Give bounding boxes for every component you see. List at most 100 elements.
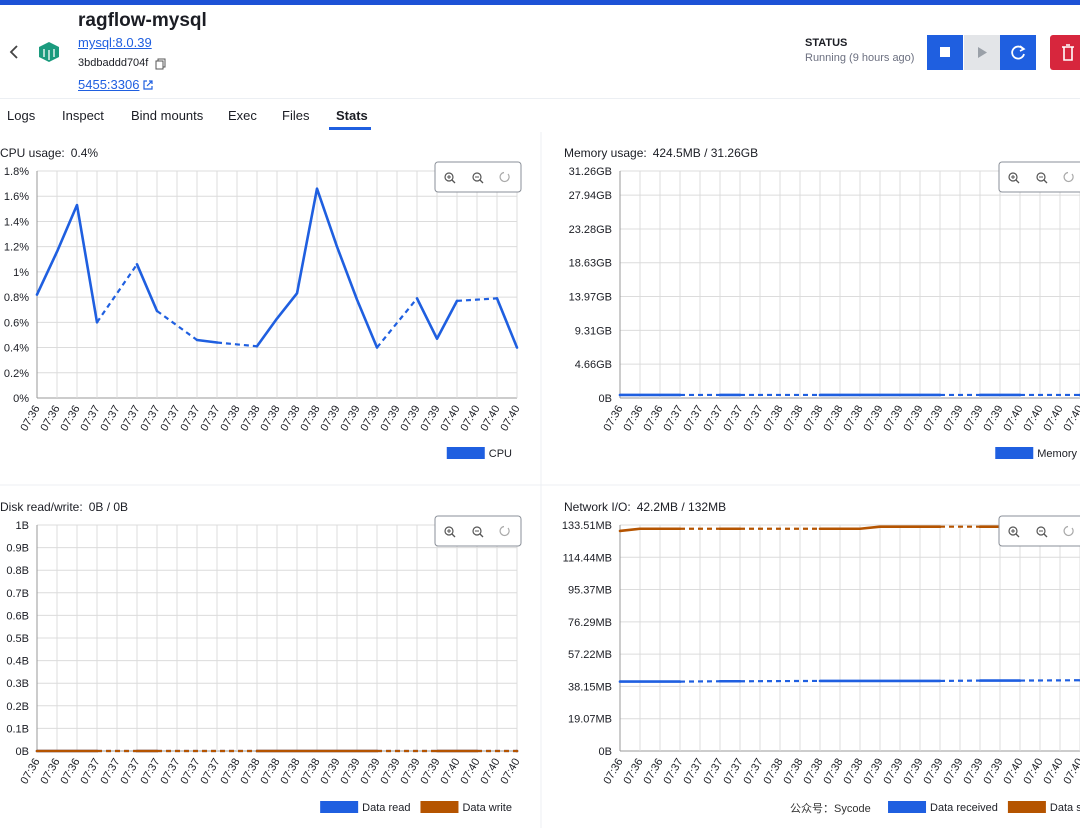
y-tick-label: 0.6B [6, 610, 29, 622]
x-tick-label: 07:37 [78, 757, 102, 787]
x-tick-label: 07:38 [821, 757, 845, 787]
tab[interactable]: Stats [336, 108, 368, 123]
x-tick-label: 07:38 [298, 404, 322, 434]
top-bar [0, 0, 1080, 5]
zoom-out-button[interactable] [472, 172, 484, 184]
delete-button[interactable] [1050, 35, 1080, 70]
chart-current-value: 0.4% [71, 146, 99, 160]
zoom-in-button[interactable] [444, 172, 456, 184]
x-tick-label: 07:40 [1061, 404, 1080, 434]
active-tab-indicator [329, 127, 371, 130]
y-tick-label: 38.15MB [568, 681, 612, 693]
reset-zoom-button[interactable] [1063, 171, 1074, 183]
icon [479, 179, 484, 184]
x-tick-label: 07:39 [398, 404, 422, 434]
gap-connector [96, 263, 138, 323]
icon [499, 525, 510, 537]
y-tick-label: 0.1B [6, 723, 29, 735]
x-tick-label: 07:39 [398, 757, 422, 787]
x-tick-label: 07:39 [861, 757, 885, 787]
zoom-in-button[interactable] [444, 526, 456, 538]
tab[interactable]: Exec [228, 108, 257, 123]
icon [444, 172, 454, 182]
icon [1043, 179, 1048, 184]
legend-label: Data received [930, 802, 998, 814]
image-link[interactable]: mysql:8.0.39 [78, 35, 152, 50]
icon [1063, 525, 1074, 537]
y-tick-label: 1.4% [4, 216, 29, 228]
series-line [195, 338, 219, 344]
y-tick-label: 1.6% [4, 191, 29, 203]
container-icon [39, 42, 59, 62]
port-link[interactable]: 5455:3306 [78, 77, 140, 92]
series-line [618, 527, 682, 533]
x-tick-label: 07:40 [498, 757, 522, 787]
x-tick-label: 07:36 [621, 404, 645, 434]
chart-current-value: 0B / 0B [89, 500, 128, 514]
restart-button[interactable] [1000, 35, 1036, 70]
zoom-out-button[interactable] [1036, 526, 1048, 538]
x-tick-label: 07:40 [1041, 404, 1065, 434]
x-tick-label: 07:36 [38, 757, 62, 787]
tab[interactable]: Inspect [62, 108, 104, 123]
x-tick-label: 07:39 [961, 404, 985, 434]
x-tick-label: 07:39 [318, 404, 342, 434]
zoom-out-button[interactable] [472, 526, 484, 538]
reset-zoom-button[interactable] [499, 171, 510, 183]
y-tick-label: 13.97GB [569, 292, 612, 304]
y-tick-label: 1.2% [4, 242, 29, 254]
legend-label: Data sent [1050, 802, 1080, 814]
icon [444, 526, 454, 536]
x-tick-label: 07:40 [458, 757, 482, 787]
x-tick-label: 07:39 [921, 404, 945, 434]
x-tick-label: 07:40 [478, 404, 502, 434]
tab[interactable]: Logs [7, 108, 36, 123]
y-tick-label: 0.4B [6, 656, 29, 668]
x-tick-label: 07:37 [118, 404, 142, 434]
chart-current-value: 42.2MB / 132MB [637, 500, 726, 514]
legend-label: Memory [1037, 448, 1077, 460]
tab[interactable]: Bind mounts [131, 108, 204, 123]
zoom-in-button[interactable] [1008, 172, 1020, 184]
y-tick-label: 0B [599, 393, 612, 405]
x-tick-label: 07:36 [641, 757, 665, 787]
x-tick-label: 07:39 [961, 757, 985, 787]
x-tick-label: 07:39 [418, 757, 442, 787]
x-tick-label: 07:39 [378, 404, 402, 434]
status-label: STATUS [805, 37, 848, 49]
x-tick-label: 07:39 [941, 404, 965, 434]
back-button[interactable] [6, 44, 22, 60]
x-tick-label: 07:37 [78, 404, 102, 434]
x-tick-label: 07:38 [841, 404, 865, 434]
legend-swatch [420, 801, 459, 813]
zoom-out-button[interactable] [1036, 172, 1048, 184]
x-tick-label: 07:39 [338, 757, 362, 787]
y-tick-label: 0.3B [6, 678, 29, 690]
x-tick-label: 07:38 [761, 404, 785, 434]
x-tick-label: 07:38 [258, 404, 282, 434]
zoom-in-button[interactable] [1008, 526, 1020, 538]
reset-zoom-button[interactable] [499, 525, 510, 537]
x-tick-label: 07:38 [781, 404, 805, 434]
x-tick-label: 07:37 [681, 757, 705, 787]
y-tick-label: 23.28GB [569, 224, 612, 236]
start-button[interactable] [964, 35, 1000, 70]
x-tick-label: 07:39 [318, 757, 342, 787]
x-tick-label: 07:37 [158, 757, 182, 787]
copy-icon[interactable] [155, 58, 167, 70]
y-tick-label: 0.2B [6, 701, 29, 713]
series-line [135, 263, 159, 313]
x-tick-label: 07:38 [841, 757, 865, 787]
x-tick-label: 07:40 [478, 757, 502, 787]
stop-button[interactable] [927, 35, 963, 70]
x-tick-label: 07:36 [18, 404, 42, 434]
icon [499, 171, 510, 183]
x-tick-label: 07:38 [801, 404, 825, 434]
tab[interactable]: Files [282, 108, 310, 123]
x-tick-label: 07:37 [118, 757, 142, 787]
y-tick-label: 1B [16, 520, 29, 532]
reset-zoom-button[interactable] [1063, 525, 1074, 537]
y-tick-label: 0.8% [4, 292, 29, 304]
x-tick-label: 07:39 [901, 404, 925, 434]
